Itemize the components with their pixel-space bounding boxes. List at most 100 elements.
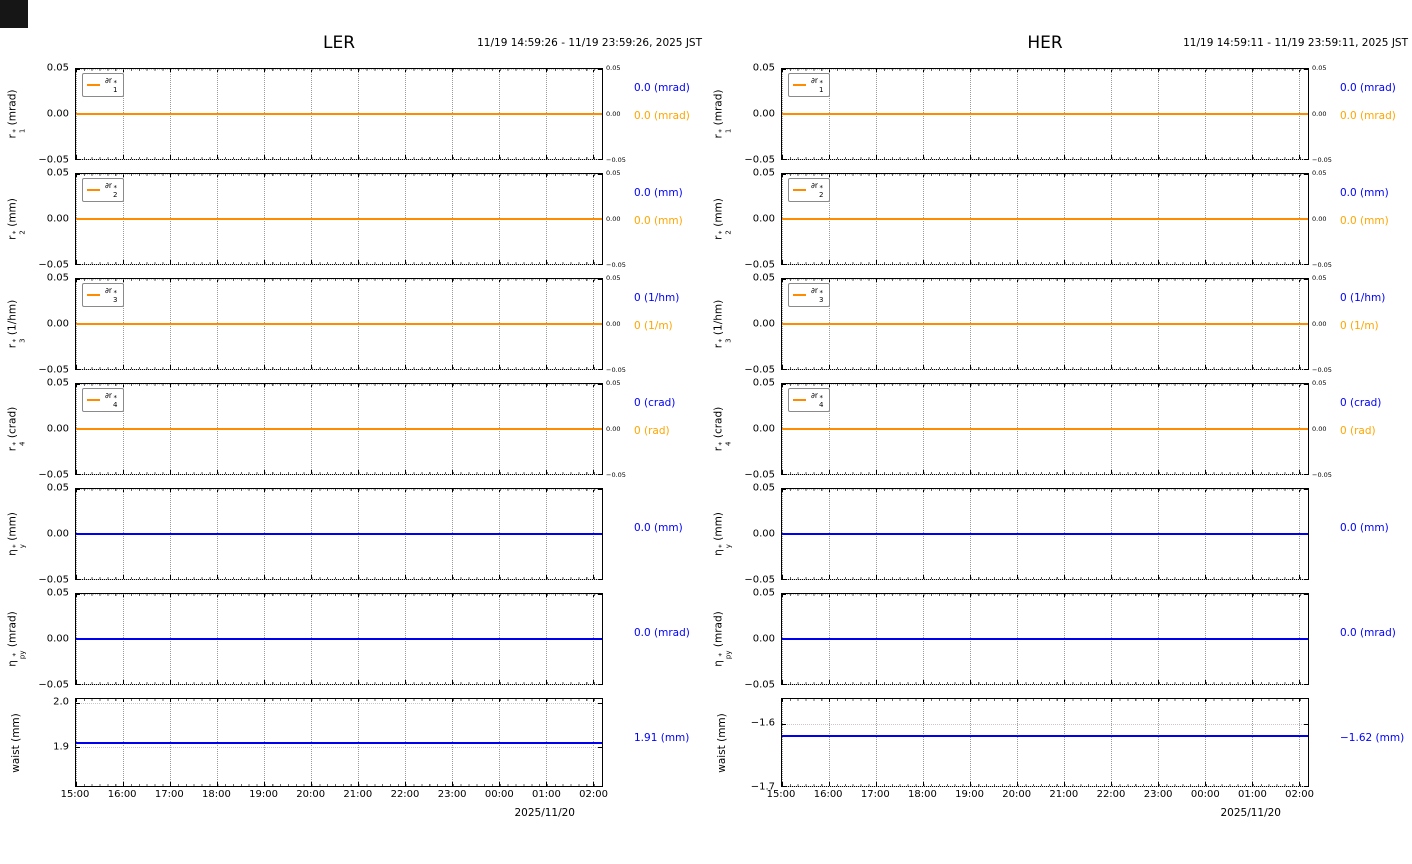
- y-tick-label: 0.00: [46, 633, 69, 645]
- right-tick-label: −0.05: [1312, 261, 1332, 269]
- right-tick-label: −0.05: [1312, 471, 1332, 479]
- subplot-r2: r * 2 (mm) 0.05 0.00 −0.05 ∂r * 2 0.05 0.00 −0.05 0.…: [0, 168, 706, 271]
- right-tick-labels: 0.05 0.00 −0.05: [605, 169, 631, 269]
- y-tick-labels: −1.6 −1.7: [740, 698, 778, 793]
- tick-mark: [782, 579, 786, 580]
- value-annotation: 0 (1/hm): [1340, 292, 1386, 304]
- x-tick-label: 21:00: [343, 789, 373, 800]
- minor-ticks: [782, 174, 1308, 176]
- y-axis-label: η * py (mrad): [6, 611, 27, 667]
- minor-ticks: [76, 174, 602, 176]
- x-tick-label: 21:00: [1049, 789, 1079, 800]
- legend: ∂r * 4: [788, 388, 831, 412]
- legend-line-sample: [87, 399, 100, 401]
- gridline: [782, 723, 1308, 725]
- y-tick-label: 0.05: [752, 62, 775, 74]
- minor-ticks: [76, 69, 602, 71]
- y-tick-label: −0.05: [38, 679, 69, 691]
- subplot-r3: r * 3 (1/hm) 0.05 0.00 −0.05 ∂r * 3 0.05 0.00 −0.05…: [0, 273, 706, 376]
- y-tick-labels: 0.05 0.00 −0.05: [740, 63, 778, 166]
- y-axis-label: η * y (mm): [6, 512, 27, 556]
- y-tick-label: 0.05: [752, 377, 775, 389]
- data-line: [76, 428, 602, 430]
- legend: ∂r * 3: [82, 283, 125, 307]
- x-axis: 15:00 16:00 17:00 18:00 19:00 20:00 21:00 22:00…: [0, 787, 706, 827]
- plot-area: ∂r * 3: [781, 278, 1309, 370]
- value-annotations: 0.0 (mm) 0.0 (mm): [634, 173, 706, 265]
- minor-ticks: [782, 262, 1308, 264]
- plots-area: r * 1 (mrad) 0.05 0.00 −0.05 ∂r * 1 0.05 0.00 −0.05…: [706, 63, 1412, 793]
- value-annotation: 1.91 (mm): [634, 732, 690, 744]
- value-annotation: 0.0 (mrad): [634, 82, 690, 94]
- gridline: [1204, 699, 1206, 786]
- minor-ticks: [76, 784, 602, 786]
- value-annotation: 0 (crad): [634, 397, 676, 409]
- x-tick-labels: 15:00 16:00 17:00 18:00 19:00 20:00 21:00 22:00…: [767, 787, 1314, 801]
- legend-line-sample: [793, 294, 806, 296]
- value-annotation: 0 (1/hm): [634, 292, 680, 304]
- x-tick-label: 22:00: [1096, 789, 1126, 800]
- subplot-r1: r * 1 (mrad) 0.05 0.00 −0.05 ∂r * 1 0.05 0.00 −0.05…: [0, 63, 706, 166]
- right-tick-label: 0.05: [1312, 64, 1327, 72]
- plot-area: [781, 488, 1309, 580]
- y-tick-label: −0.05: [38, 469, 69, 481]
- tick-mark: [1304, 474, 1308, 475]
- value-annotation: 0.0 (mrad): [634, 627, 690, 639]
- tick-mark: [598, 684, 602, 685]
- x-tick-label: 22:00: [390, 789, 420, 800]
- value-annotation: 0.0 (mrad): [1340, 627, 1396, 639]
- y-tick-label: 0.00: [46, 213, 69, 225]
- gridline: [76, 369, 602, 370]
- right-tick-label: 0.00: [1312, 320, 1327, 328]
- right-tick-labels: 0.05 0.00 −0.05: [1311, 274, 1337, 374]
- plot-area: ∂r * 2: [781, 173, 1309, 265]
- tick-mark: [598, 474, 602, 475]
- legend-label: ∂r * 3: [105, 286, 118, 304]
- tick-mark: [782, 159, 786, 160]
- right-tick-label: 0.05: [1312, 379, 1327, 387]
- y-tick-label: 0.00: [752, 528, 775, 540]
- minor-ticks: [76, 279, 602, 281]
- minor-ticks: [782, 472, 1308, 474]
- tick-mark: [782, 264, 786, 265]
- value-annotation: 0.0 (mm): [634, 522, 683, 534]
- y-tick-labels: 0.05 0.00 −0.05: [740, 168, 778, 271]
- minor-ticks: [76, 682, 602, 684]
- legend-line-sample: [87, 84, 100, 86]
- gridline: [76, 579, 602, 580]
- y-axis-label: r * 4 (crad): [6, 406, 27, 452]
- panel-her: HER 11/19 14:59:11 - 11/19 23:59:11, 202…: [706, 0, 1412, 864]
- panel-ler: LER 11/19 14:59:26 - 11/19 23:59:26, 202…: [0, 33, 706, 827]
- right-tick-label: 0.05: [1312, 274, 1327, 282]
- y-tick-labels: 0.05 0.00 −0.05: [34, 483, 72, 586]
- y-tick-labels: 0.05 0.00 −0.05: [34, 63, 72, 166]
- subplot-waist: waist (mm) 2.0 1.9 1.91 (mm): [0, 697, 706, 787]
- y-tick-label: 0.00: [46, 528, 69, 540]
- y-tick-label: 0.05: [46, 587, 69, 599]
- y-tick-label: 0.05: [46, 482, 69, 494]
- minor-ticks: [76, 157, 602, 159]
- legend-label: ∂r * 4: [105, 391, 118, 409]
- tick-mark: [76, 474, 80, 475]
- plot-area: ∂r * 4: [75, 383, 603, 475]
- plot-area: [75, 698, 603, 787]
- tick-mark: [76, 746, 80, 748]
- gridline: [782, 579, 1308, 580]
- panel-title: LER: [322, 33, 356, 53]
- y-tick-label: −0.05: [744, 679, 775, 691]
- plot-area: ∂r * 1: [75, 68, 603, 160]
- tick-mark: [598, 264, 602, 265]
- gridline: [76, 264, 602, 265]
- tick-mark: [76, 684, 80, 685]
- value-annotations: −1.62 (mm): [1340, 698, 1412, 787]
- data-line: [782, 323, 1308, 325]
- y-tick-label: 0.05: [46, 167, 69, 179]
- right-tick-label: 0.00: [606, 110, 621, 118]
- value-annotation: 0 (rad): [634, 425, 670, 437]
- tick-mark: [76, 579, 80, 580]
- gridline: [76, 703, 602, 705]
- y-tick-label: −0.05: [38, 364, 69, 376]
- value-annotation: 0.0 (mrad): [1340, 82, 1396, 94]
- tick-mark: [76, 369, 80, 370]
